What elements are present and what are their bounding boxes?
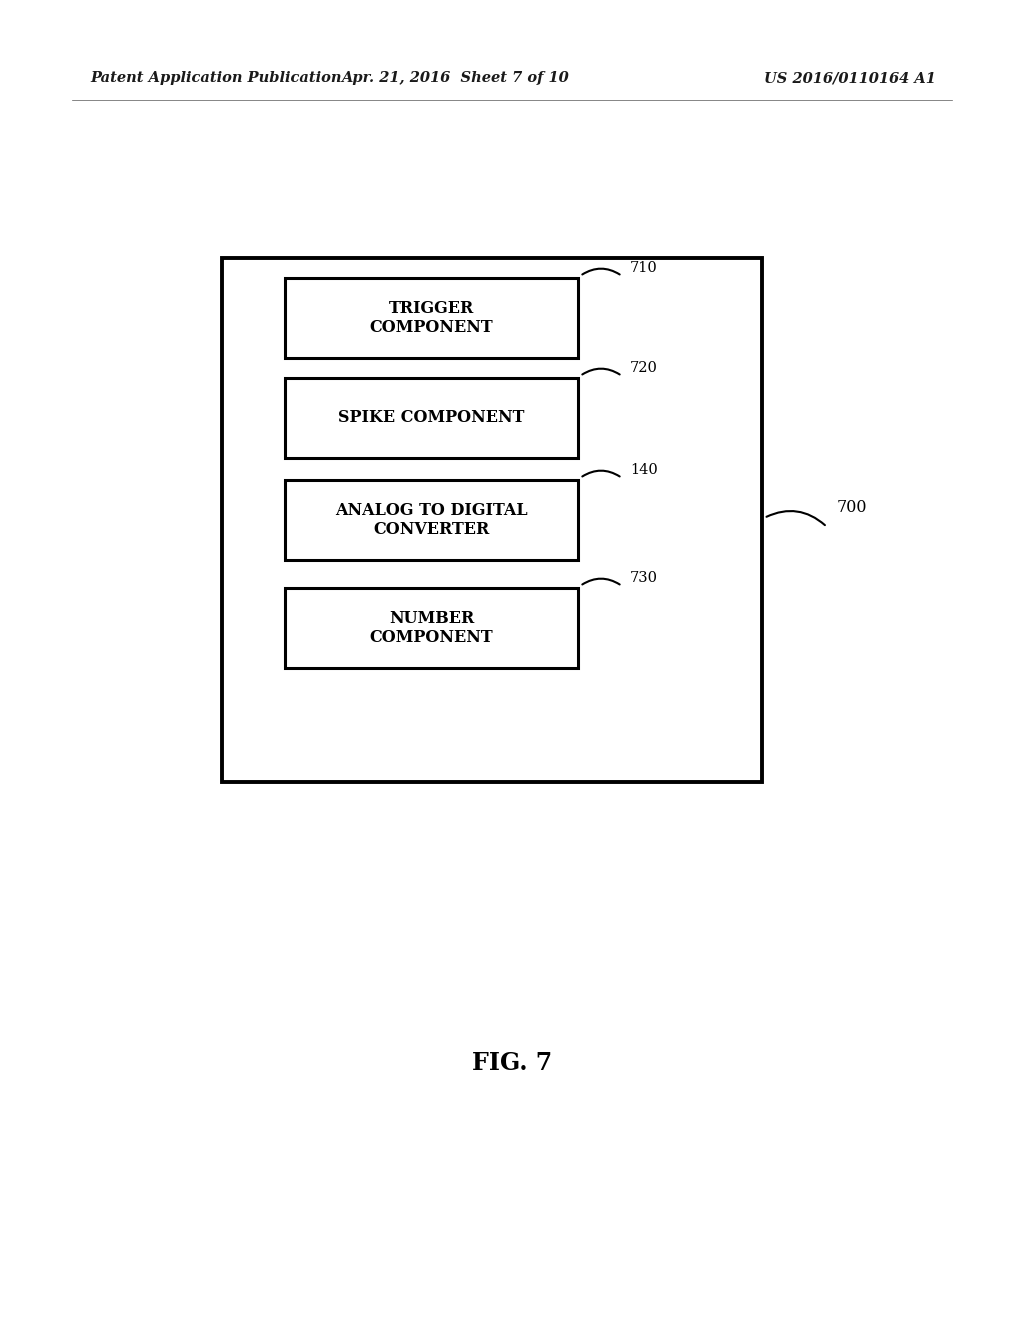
Text: 710: 710 xyxy=(630,261,657,275)
Text: 720: 720 xyxy=(630,360,657,375)
FancyArrowPatch shape xyxy=(583,368,620,375)
FancyArrowPatch shape xyxy=(583,471,620,477)
Text: NUMBER
COMPONENT: NUMBER COMPONENT xyxy=(370,610,494,647)
Text: US 2016/0110164 A1: US 2016/0110164 A1 xyxy=(764,71,936,84)
Bar xyxy=(222,257,762,781)
Text: Apr. 21, 2016  Sheet 7 of 10: Apr. 21, 2016 Sheet 7 of 10 xyxy=(341,71,569,84)
Text: FIG. 7: FIG. 7 xyxy=(472,1051,552,1074)
Text: Patent Application Publication: Patent Application Publication xyxy=(90,71,341,84)
Bar xyxy=(285,378,578,458)
Bar xyxy=(285,587,578,668)
Text: 700: 700 xyxy=(837,499,867,516)
FancyArrowPatch shape xyxy=(583,269,620,275)
Text: TRIGGER
COMPONENT: TRIGGER COMPONENT xyxy=(370,300,494,337)
Text: 730: 730 xyxy=(630,572,658,585)
Bar xyxy=(285,480,578,560)
Text: SPIKE COMPONENT: SPIKE COMPONENT xyxy=(338,409,524,426)
Bar xyxy=(285,279,578,358)
FancyArrowPatch shape xyxy=(583,578,620,585)
FancyArrowPatch shape xyxy=(767,511,825,525)
Text: 140: 140 xyxy=(630,463,657,477)
Text: ANALOG TO DIGITAL
CONVERTER: ANALOG TO DIGITAL CONVERTER xyxy=(335,502,527,539)
